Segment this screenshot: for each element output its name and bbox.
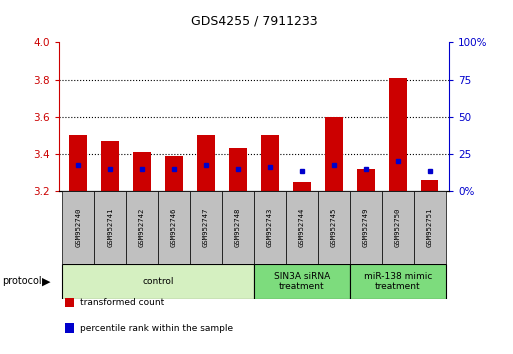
Bar — [357, 169, 374, 191]
Text: GSM952749: GSM952749 — [363, 208, 369, 247]
Bar — [102, 141, 119, 191]
Bar — [254, 264, 350, 299]
Text: GSM952743: GSM952743 — [267, 208, 273, 247]
Bar — [286, 191, 318, 264]
Bar — [65, 298, 74, 307]
Text: GSM952740: GSM952740 — [75, 208, 81, 247]
Bar — [325, 117, 343, 191]
Bar — [62, 264, 254, 299]
Bar — [350, 264, 446, 299]
Bar — [197, 135, 215, 191]
Bar — [133, 152, 151, 191]
Bar — [293, 182, 311, 191]
Bar — [94, 191, 126, 264]
Bar — [382, 191, 413, 264]
Text: percentile rank within the sample: percentile rank within the sample — [80, 324, 232, 333]
Bar — [190, 191, 222, 264]
Text: GSM952744: GSM952744 — [299, 208, 305, 247]
Bar — [318, 191, 350, 264]
Text: transformed count: transformed count — [80, 298, 164, 307]
Text: GSM952748: GSM952748 — [235, 208, 241, 247]
Text: GSM952741: GSM952741 — [107, 208, 113, 247]
Text: ▶: ▶ — [42, 276, 51, 286]
Text: GSM952751: GSM952751 — [427, 208, 432, 247]
Bar — [421, 180, 439, 191]
Text: miR-138 mimic
treatment: miR-138 mimic treatment — [364, 272, 432, 291]
Text: GSM952742: GSM952742 — [139, 208, 145, 247]
Text: GSM952746: GSM952746 — [171, 208, 177, 247]
Bar — [413, 191, 446, 264]
Text: SIN3A siRNA
treatment: SIN3A siRNA treatment — [274, 272, 330, 291]
Bar — [165, 156, 183, 191]
Bar — [261, 135, 279, 191]
Text: GSM952750: GSM952750 — [394, 208, 401, 247]
Bar — [62, 191, 94, 264]
Bar — [389, 78, 406, 191]
Text: GSM952745: GSM952745 — [331, 208, 337, 247]
Bar — [254, 191, 286, 264]
Text: GSM952747: GSM952747 — [203, 208, 209, 247]
Bar — [350, 191, 382, 264]
Bar — [158, 191, 190, 264]
Text: protocol: protocol — [3, 276, 42, 286]
Bar — [69, 135, 87, 191]
Text: control: control — [142, 277, 174, 286]
Bar — [65, 323, 74, 332]
Text: GDS4255 / 7911233: GDS4255 / 7911233 — [191, 14, 317, 27]
Bar — [126, 191, 158, 264]
Bar — [222, 191, 254, 264]
Bar — [229, 148, 247, 191]
